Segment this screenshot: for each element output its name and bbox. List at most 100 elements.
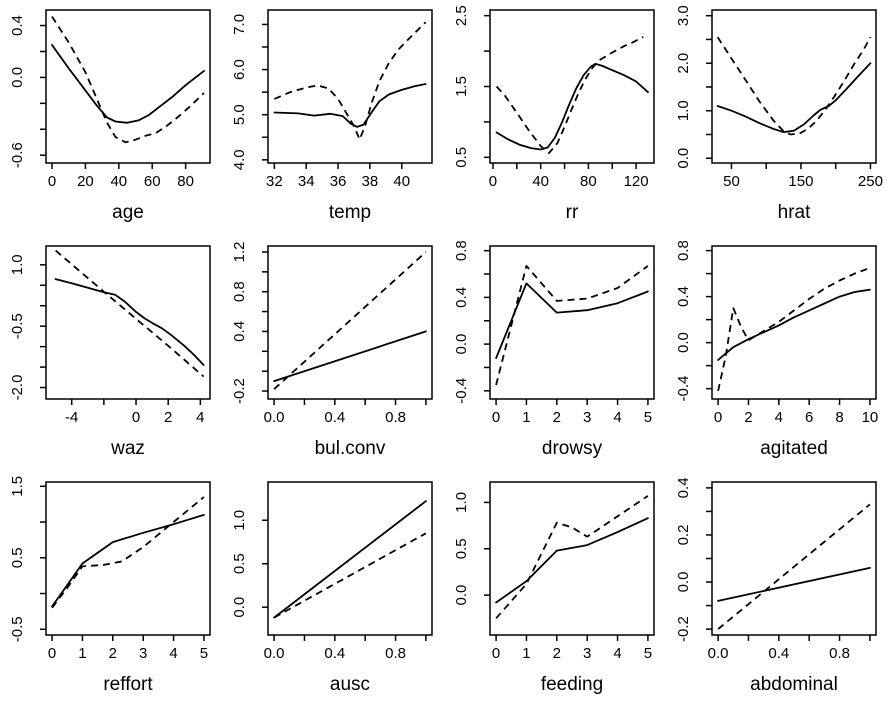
x-tick-label: 0.0	[264, 645, 285, 662]
x-tick-label: 150	[788, 173, 813, 190]
plot-canvas: -4 0 2 4 -2.0 -0.5 1.0 waz	[9, 245, 211, 459]
plot-box	[267, 245, 433, 400]
x-tick-label: 3	[583, 409, 591, 426]
x-tick-label: 4	[196, 409, 204, 426]
y-tick-label: -0.4	[453, 378, 470, 404]
y-tick-label: 0.4	[231, 321, 248, 342]
solid-series-line	[273, 83, 427, 128]
y-tick-label: 0.5	[453, 147, 470, 168]
x-tick-label: 0.4	[324, 645, 345, 662]
plot-canvas: 0 1 2 3 4 5 -0.5 0.5 1.5 reffort	[9, 476, 211, 695]
x-tick-label: 4	[169, 645, 177, 662]
x-tick-label: 0	[492, 409, 500, 426]
y-tick-label: 1.0	[453, 492, 470, 513]
x-tick-label: 0	[48, 645, 56, 662]
axis-title: age	[112, 202, 144, 223]
y-tick-label: 0.5	[231, 553, 248, 574]
x-tick-label: 0	[714, 409, 722, 426]
y-tick-label: 0.0	[675, 148, 692, 169]
solid-series-line	[51, 44, 205, 124]
solid-series-line	[495, 282, 649, 359]
dashed-series-line	[273, 532, 427, 619]
y-tick-label: 1.5	[9, 476, 26, 497]
y-tick-label: 3.0	[675, 5, 692, 26]
plot-box	[489, 245, 655, 400]
x-tick-label: 0	[489, 173, 497, 190]
plot-box	[45, 245, 211, 400]
solid-series-line	[273, 500, 427, 619]
subplot-bul.conv: 0.0 0.4 0.8 -0.2 0.4 0.8 1.2 bul.conv	[222, 236, 444, 472]
y-tick-label: -0.2	[675, 616, 692, 642]
plot-canvas: 0.0 0.4 0.8 0.0 0.5 1.0 ausc	[231, 481, 433, 695]
x-tick-label: 120	[624, 173, 649, 190]
y-tick-label: 0.0	[9, 67, 26, 88]
plot-box	[267, 481, 433, 636]
plot-canvas: 50 150 250 0.0 1.0 2.0 3.0 hrat	[675, 5, 883, 223]
dashed-series-line	[495, 495, 649, 619]
y-tick-label: -0.2	[231, 378, 248, 404]
x-tick-label: 0.8	[385, 409, 406, 426]
x-tick-label: 10	[862, 409, 879, 426]
y-tick-label: 0.2	[675, 525, 692, 546]
y-tick-label: 0.8	[675, 240, 692, 261]
x-tick-label: 4	[613, 409, 621, 426]
x-tick-label: 2	[109, 645, 117, 662]
plot-box	[489, 481, 655, 636]
y-tick-label: 2.5	[453, 5, 470, 26]
y-tick-label: 1.0	[231, 510, 248, 531]
x-tick-label: 0	[132, 409, 140, 426]
y-tick-label: 2.0	[675, 53, 692, 74]
x-tick-label: 2	[553, 409, 561, 426]
subplot-drowsy: 0 1 2 3 4 5 -0.4 0.0 0.4 0.8 drowsy	[444, 236, 666, 472]
plot-canvas: 0 2 4 6 8 10 -0.4 0.0 0.4 0.8 agitated	[675, 240, 879, 459]
solid-series-line	[273, 330, 427, 383]
subplot-reffort: 0 1 2 3 4 5 -0.5 0.5 1.5 reffort	[0, 472, 222, 708]
y-tick-label: -0.5	[9, 313, 26, 339]
dashed-series-line	[716, 36, 872, 136]
x-tick-label: 2	[744, 409, 752, 426]
plot-canvas: 0 1 2 3 4 5 -0.4 0.0 0.4 0.8 drowsy	[453, 240, 655, 459]
x-tick-label: 5	[200, 645, 208, 662]
y-tick-label: -0.6	[9, 142, 26, 168]
y-tick-label: -0.5	[9, 616, 26, 642]
axis-title: drowsy	[542, 438, 603, 459]
x-tick-label: 3	[583, 645, 591, 662]
dashed-series-line	[495, 264, 649, 386]
x-tick-label: 34	[298, 173, 315, 190]
x-tick-label: 40	[110, 173, 127, 190]
x-tick-label: 1	[78, 645, 86, 662]
plot-box	[711, 245, 877, 400]
plot-canvas: 0 40 80 120 0.5 1.5 2.5 rr	[453, 5, 655, 223]
axis-title: abdominal	[750, 674, 838, 695]
y-tick-label: 0.5	[9, 547, 26, 568]
x-tick-label: 0.0	[708, 645, 729, 662]
x-tick-label: 8	[835, 409, 843, 426]
subplot-temp: 32 34 36 38 40 4.0 5.0 6.0 7.0 temp	[222, 0, 444, 236]
solid-series-line	[716, 62, 872, 134]
plot-box	[489, 9, 655, 164]
dashed-series-line	[274, 21, 427, 141]
y-tick-label: 1.5	[453, 76, 470, 97]
y-tick-label: 1.0	[675, 100, 692, 121]
solid-series-line	[495, 517, 649, 604]
x-tick-label: 32	[266, 173, 283, 190]
axis-title: feeding	[541, 674, 603, 695]
subplot-agitated: 0 2 4 6 8 10 -0.4 0.0 0.4 0.8 agitated	[666, 236, 888, 472]
y-tick-label: 0.4	[675, 286, 692, 307]
x-tick-label: 38	[362, 173, 379, 190]
x-tick-label: 2	[553, 645, 561, 662]
y-tick-label: 6.0	[231, 59, 248, 80]
y-tick-label: 0.5	[453, 538, 470, 559]
x-tick-label: 0.4	[768, 645, 789, 662]
y-tick-label: 0.0	[675, 572, 692, 593]
x-tick-label: 0.4	[324, 409, 345, 426]
x-tick-label: 0.8	[829, 645, 850, 662]
dashed-series-line	[495, 36, 644, 155]
y-tick-label: 0.0	[675, 332, 692, 353]
x-tick-label: -4	[65, 409, 78, 426]
solid-series-line	[51, 514, 205, 608]
x-tick-label: 4	[775, 409, 783, 426]
x-tick-label: 0	[492, 645, 500, 662]
x-tick-label: 1	[522, 409, 530, 426]
solid-series-line	[717, 288, 871, 361]
